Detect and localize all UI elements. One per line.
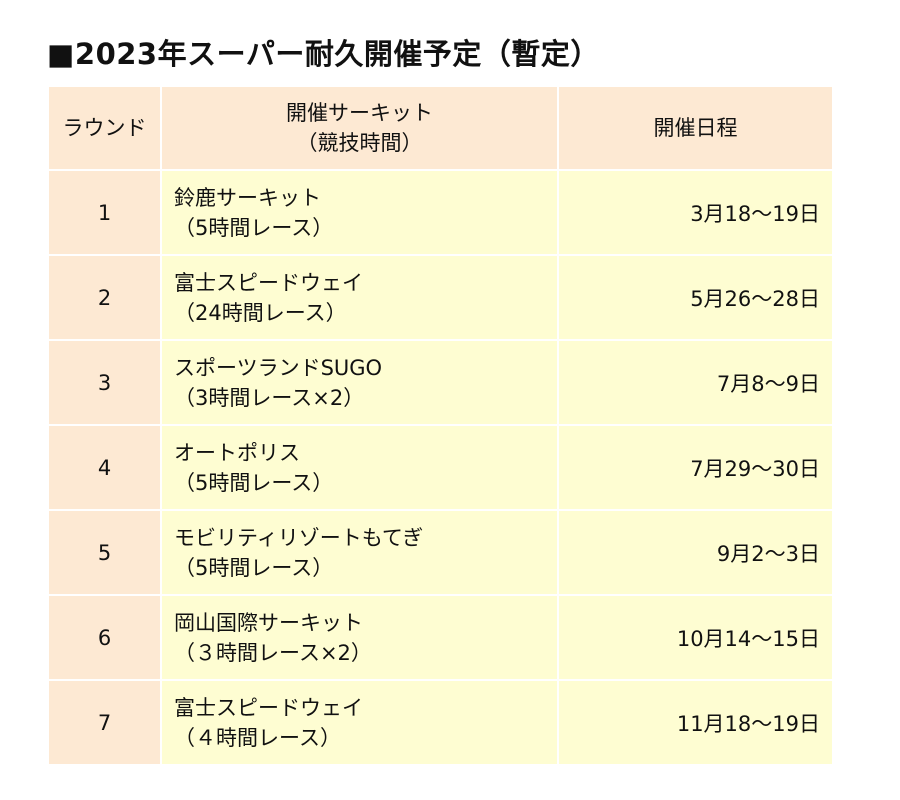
race-format: （5時間レース）: [174, 215, 334, 240]
header-circuit-line2: （競技時間）: [296, 131, 423, 155]
event-date: 3月18～19日: [557, 169, 834, 256]
event-date: 10月14～15日: [557, 594, 834, 681]
circuit-name: 富士スピードウェイ: [174, 270, 363, 295]
circuit-cell: 富士スピードウェイ （24時間レース）: [160, 254, 559, 341]
circuit-cell: オートポリス （5時間レース）: [160, 424, 559, 511]
race-format: （5時間レース）: [174, 470, 334, 495]
circuit-name: 鈴鹿サーキット: [174, 185, 321, 210]
round-number: 3: [47, 339, 162, 426]
table-row: 4 オートポリス （5時間レース） 7月29～30日: [47, 424, 834, 511]
event-date: 5月26～28日: [557, 254, 834, 341]
race-format: （5時間レース）: [174, 555, 334, 580]
table-row: 3 スポーツランドSUGO （3時間レース×2） 7月8～9日: [47, 339, 834, 426]
circuit-cell: 鈴鹿サーキット （5時間レース）: [160, 169, 559, 256]
table-header-row: ラウンド 開催サーキット （競技時間） 開催日程: [47, 85, 834, 171]
round-number: 1: [47, 169, 162, 256]
header-circuit: 開催サーキット （競技時間）: [160, 85, 559, 171]
circuit-name: モビリティリゾートもてぎ: [174, 525, 424, 550]
race-format: （４時間レース）: [174, 725, 341, 750]
table-row: 5 モビリティリゾートもてぎ （5時間レース） 9月2～3日: [47, 509, 834, 596]
round-number: 5: [47, 509, 162, 596]
header-circuit-line1: 開催サーキット: [286, 101, 433, 125]
circuit-name: スポーツランドSUGO: [174, 355, 383, 380]
table-row: 2 富士スピードウェイ （24時間レース） 5月26～28日: [47, 254, 834, 341]
circuit-cell: 富士スピードウェイ （４時間レース）: [160, 679, 559, 766]
circuit-cell: 岡山国際サーキット （３時間レース×2）: [160, 594, 559, 681]
header-date: 開催日程: [557, 85, 834, 171]
round-number: 2: [47, 254, 162, 341]
race-format: （３時間レース×2）: [174, 640, 372, 665]
header-round: ラウンド: [47, 85, 162, 171]
event-date: 7月29～30日: [557, 424, 834, 511]
race-format: （24時間レース）: [174, 300, 347, 325]
page-title: ■2023年スーパー耐久開催予定（暫定）: [47, 37, 600, 71]
table-row: 6 岡山国際サーキット （３時間レース×2） 10月14～15日: [47, 594, 834, 681]
circuit-cell: スポーツランドSUGO （3時間レース×2）: [160, 339, 559, 426]
round-number: 7: [47, 679, 162, 766]
circuit-name: オートポリス: [174, 440, 300, 465]
event-date: 7月8～9日: [557, 339, 834, 426]
race-format: （3時間レース×2）: [174, 385, 365, 410]
event-date: 11月18～19日: [557, 679, 834, 766]
circuit-cell: モビリティリゾートもてぎ （5時間レース）: [160, 509, 559, 596]
table-row: 1 鈴鹿サーキット （5時間レース） 3月18～19日: [47, 169, 834, 256]
schedule-table: ラウンド 開催サーキット （競技時間） 開催日程 1 鈴鹿サーキット （5時間レ…: [47, 85, 834, 766]
table-row: 7 富士スピードウェイ （４時間レース） 11月18～19日: [47, 679, 834, 766]
round-number: 4: [47, 424, 162, 511]
round-number: 6: [47, 594, 162, 681]
circuit-name: 富士スピードウェイ: [174, 695, 363, 720]
event-date: 9月2～3日: [557, 509, 834, 596]
circuit-name: 岡山国際サーキット: [174, 610, 363, 635]
